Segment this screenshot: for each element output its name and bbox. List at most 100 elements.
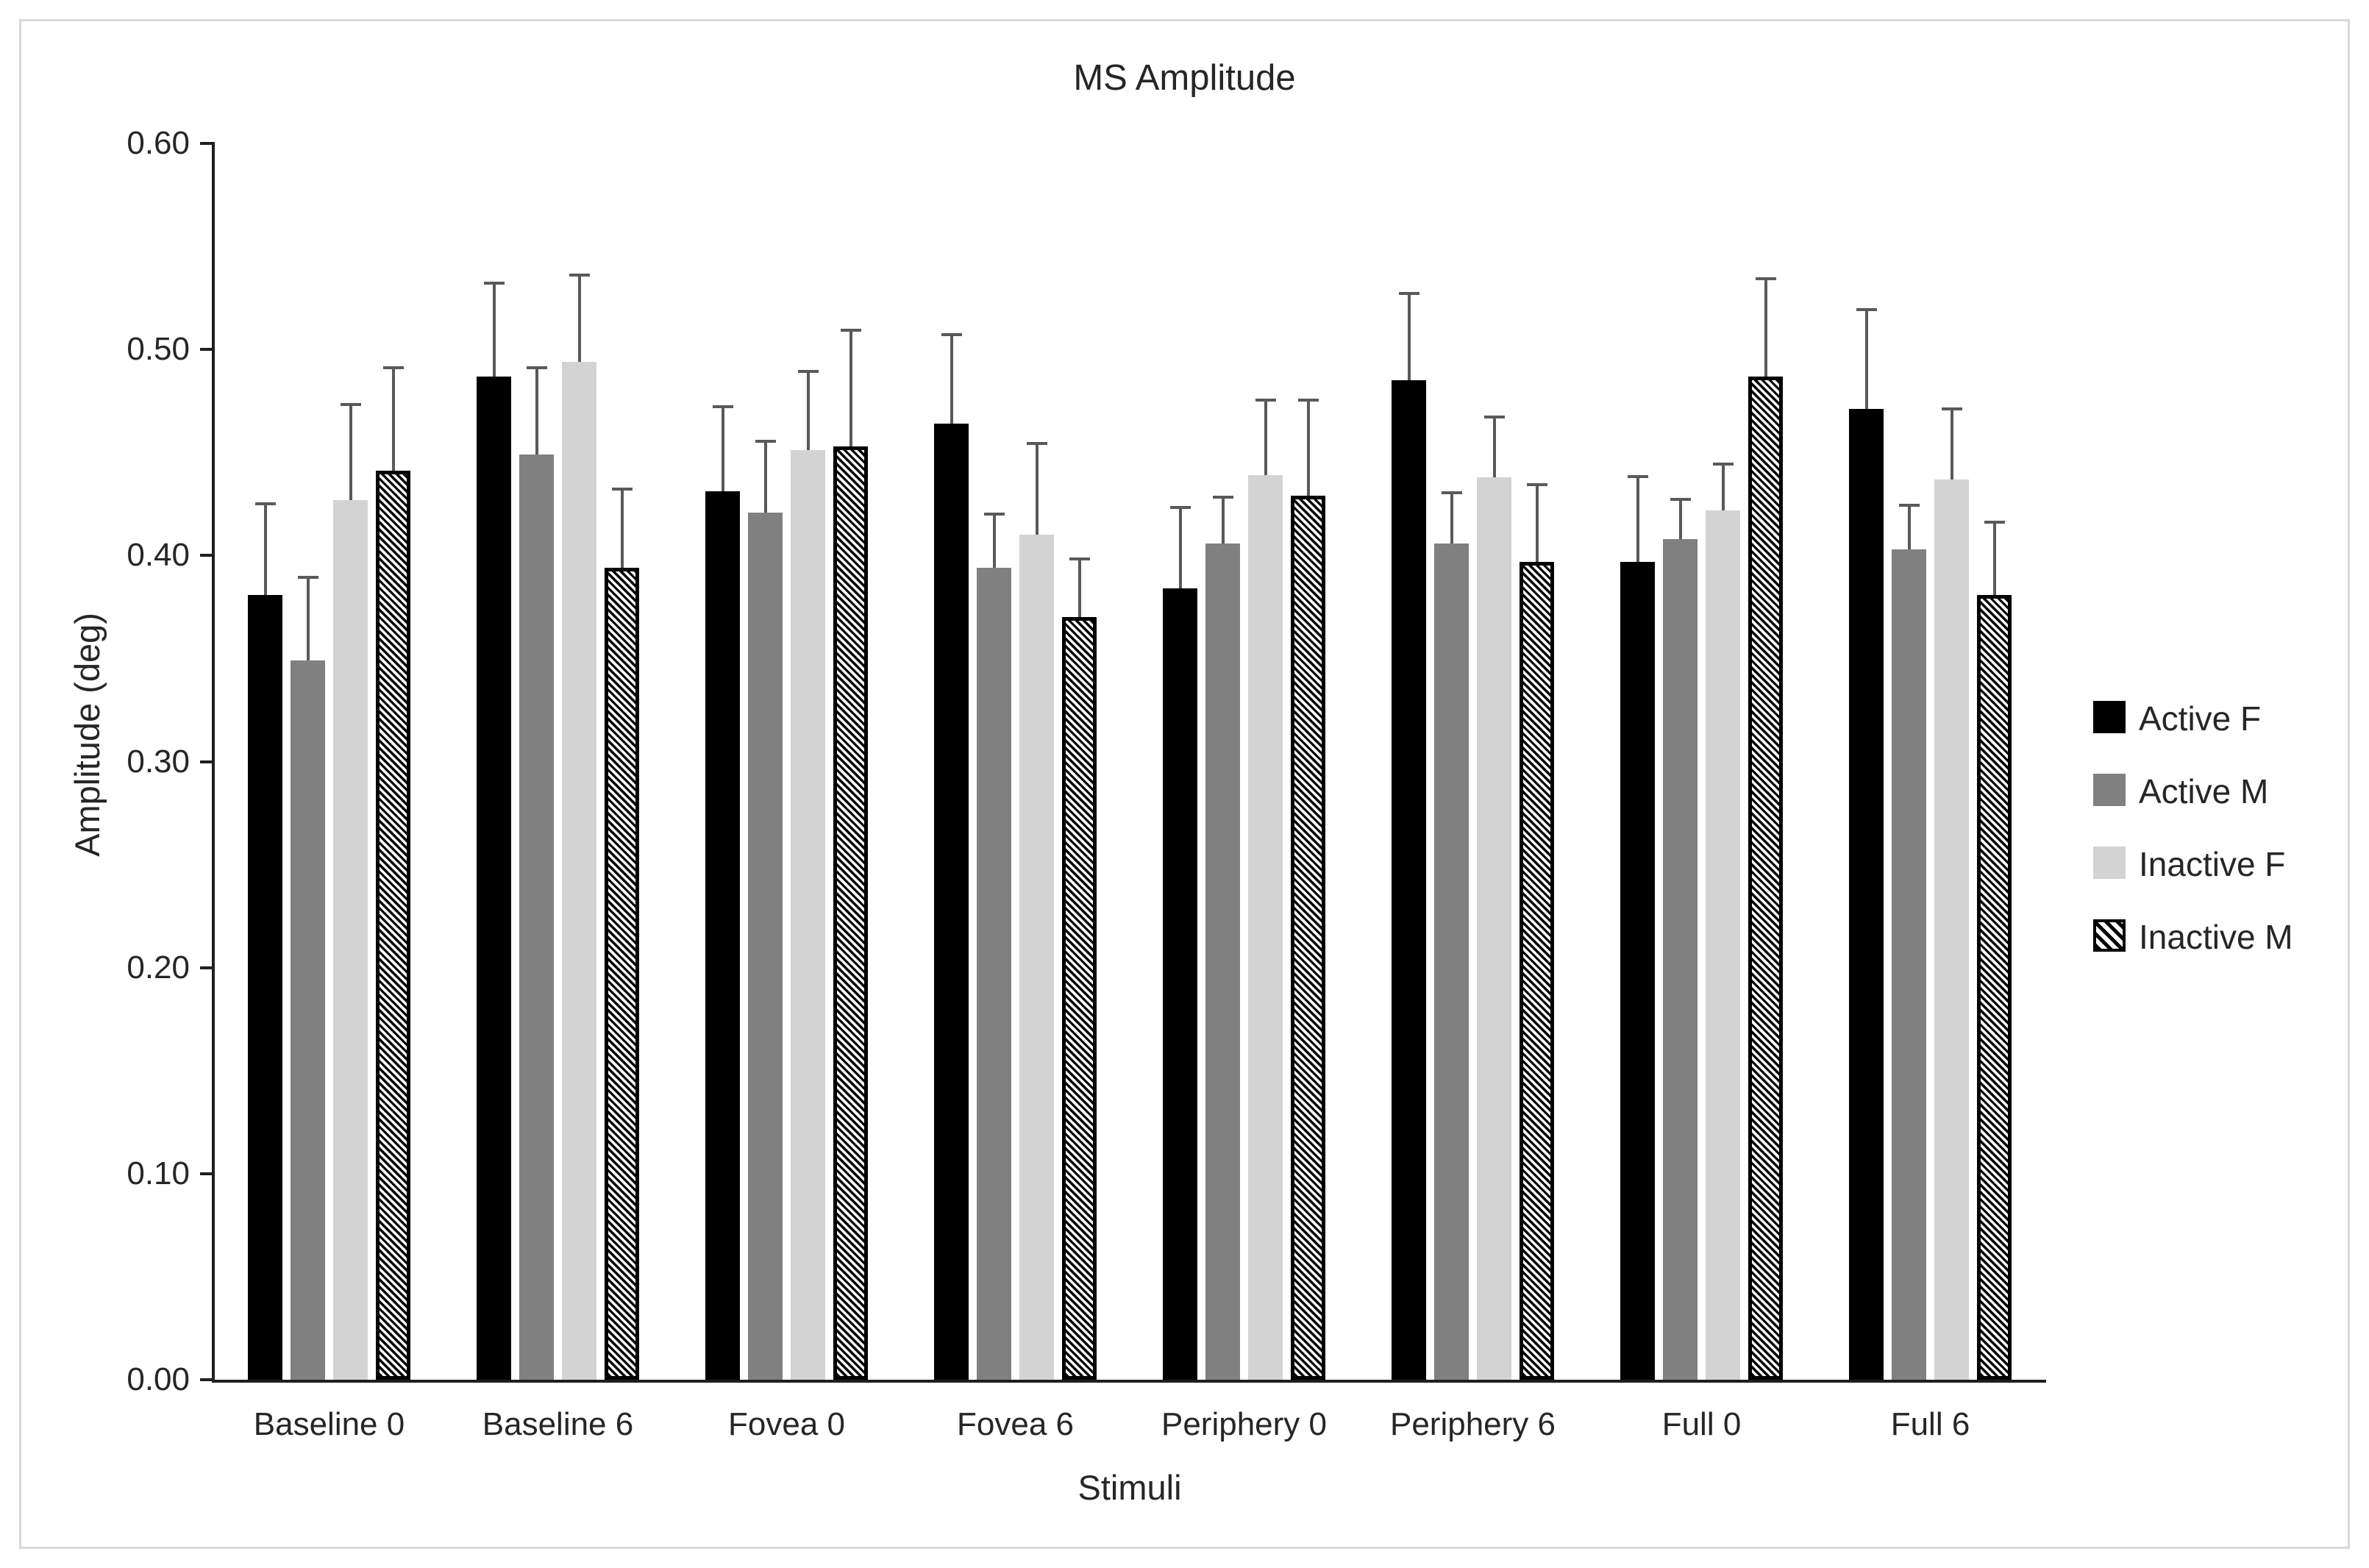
error-bar-line <box>1264 399 1267 476</box>
y-tick-mark <box>200 554 212 557</box>
y-tick-mark <box>200 142 212 145</box>
bar <box>1248 475 1283 1380</box>
x-category-label: Fovea 0 <box>728 1406 845 1442</box>
error-bar-cap <box>1483 415 1505 418</box>
bar <box>1163 588 1197 1380</box>
error-bar-cap <box>382 366 404 369</box>
bar-group-baseline-0 <box>248 143 410 1380</box>
x-category-label: Baseline 0 <box>253 1406 405 1442</box>
bar <box>562 361 596 1380</box>
error-bar-cap <box>1670 497 1691 501</box>
bar-group-full-0 <box>1620 143 1783 1380</box>
error-bar-line <box>806 370 810 451</box>
error-bar-line <box>1535 483 1539 562</box>
error-bar-line <box>349 403 352 500</box>
error-bar-line <box>1907 504 1911 549</box>
error-bar-cap <box>840 329 861 332</box>
error-bar-cap <box>297 576 318 580</box>
bar <box>376 471 410 1380</box>
error-bar-line <box>620 487 624 569</box>
y-tick-label: 0.50 <box>127 331 190 368</box>
bar-group-periphery-0 <box>1163 143 1325 1380</box>
y-tick-mark <box>200 1172 212 1175</box>
y-tick-label: 0.10 <box>127 1155 190 1191</box>
error-bar-line <box>1077 557 1081 618</box>
bar <box>1748 376 1783 1380</box>
error-bar-cap <box>611 487 633 491</box>
bar <box>1205 543 1240 1380</box>
y-tick-label: 0.20 <box>127 949 190 986</box>
bar <box>977 568 1011 1380</box>
error-bar-cap <box>755 440 776 443</box>
error-bar-line <box>763 440 767 513</box>
error-bar-line <box>1721 463 1725 510</box>
bar-group-fovea-0 <box>705 143 868 1380</box>
y-tick-label: 0.00 <box>127 1361 190 1397</box>
error-bar-cap <box>1526 483 1547 487</box>
y-tick-label: 0.30 <box>127 743 190 780</box>
legend-label: Active F <box>2139 699 2262 738</box>
error-bar-line <box>1492 415 1496 477</box>
x-category-label: Periphery 0 <box>1161 1406 1327 1442</box>
error-bar-line <box>1678 497 1682 539</box>
bar <box>1520 561 1554 1380</box>
error-bar-cap <box>1755 277 1776 281</box>
chart-title: MS Amplitude <box>1073 58 1296 98</box>
error-bar-line <box>263 502 267 595</box>
bar-group-periphery-6 <box>1392 143 1554 1380</box>
error-bar-line <box>721 405 724 492</box>
error-bar-cap <box>983 512 1005 516</box>
error-bar-cap <box>1255 399 1276 402</box>
error-bar-cap <box>1856 308 1877 312</box>
x-axis-line <box>212 1380 2046 1383</box>
bar <box>333 499 368 1380</box>
y-tick-label: 0.60 <box>127 125 190 161</box>
bar <box>705 491 740 1380</box>
bar <box>934 424 969 1380</box>
error-bar-cap <box>1712 463 1734 466</box>
error-bar-cap <box>483 281 505 285</box>
bar <box>1062 617 1097 1380</box>
legend-label: Inactive M <box>2139 918 2293 956</box>
bar <box>1934 479 1969 1380</box>
error-bar-cap <box>941 332 962 336</box>
bar <box>1706 510 1740 1380</box>
error-bar-cap <box>1169 506 1191 510</box>
legend-label: Inactive F <box>2139 845 2286 883</box>
error-bar-cap <box>1069 557 1090 561</box>
bar <box>477 376 511 1380</box>
error-bar-cap <box>1898 504 1920 507</box>
y-tick-mark <box>200 760 212 763</box>
bar <box>1019 535 1054 1380</box>
error-bar-line <box>950 332 953 424</box>
error-bar-cap <box>1941 407 1962 410</box>
bar <box>748 512 783 1380</box>
bar-group-baseline-6 <box>477 143 639 1380</box>
error-bar-line <box>992 512 996 569</box>
error-bar-line <box>849 329 852 446</box>
error-bar-line <box>1407 291 1411 381</box>
x-axis-title: Stimuli <box>1077 1468 1182 1507</box>
error-bar-line <box>1764 277 1767 377</box>
x-category-label: Full 0 <box>1661 1406 1742 1442</box>
bar <box>1977 594 2012 1380</box>
bar <box>248 594 282 1380</box>
error-bar-cap <box>526 366 547 369</box>
error-bar-line <box>1950 407 1953 480</box>
bar <box>1291 496 1325 1380</box>
error-bar-line <box>1992 520 1996 595</box>
y-tick-mark <box>200 966 212 969</box>
error-bar-cap <box>1297 399 1319 402</box>
error-bar-cap <box>1627 475 1648 479</box>
error-bar-cap <box>1441 491 1462 495</box>
y-tick-label: 0.40 <box>127 537 190 574</box>
bar <box>519 455 554 1380</box>
error-bar-line <box>1178 506 1182 589</box>
legend-swatch-icon <box>2093 919 2126 952</box>
bar <box>833 446 868 1380</box>
x-category-label: Fovea 6 <box>957 1406 1074 1442</box>
bar <box>1663 538 1698 1380</box>
bar <box>1477 477 1511 1380</box>
bar <box>291 660 325 1380</box>
